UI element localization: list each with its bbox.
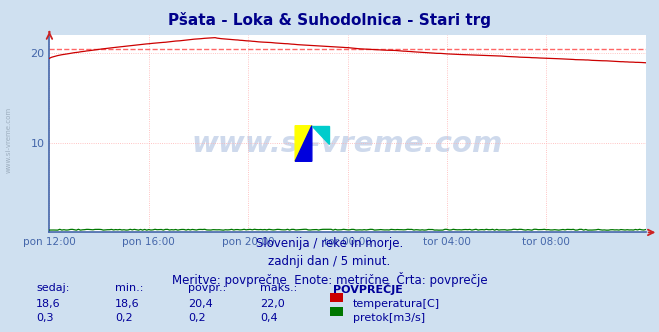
- Polygon shape: [295, 126, 312, 161]
- Text: 20,4: 20,4: [188, 299, 213, 309]
- Text: 22,0: 22,0: [260, 299, 285, 309]
- Text: 0,4: 0,4: [260, 313, 278, 323]
- Polygon shape: [312, 126, 329, 143]
- Text: 0,3: 0,3: [36, 313, 54, 323]
- Text: Pšata - Loka & Suhodolnica - Stari trg: Pšata - Loka & Suhodolnica - Stari trg: [168, 12, 491, 28]
- Text: 18,6: 18,6: [115, 299, 140, 309]
- Text: Slovenija / reke in morje.: Slovenija / reke in morje.: [256, 237, 403, 250]
- Text: www.si-vreme.com: www.si-vreme.com: [5, 106, 12, 173]
- Polygon shape: [295, 126, 312, 161]
- Text: www.si-vreme.com: www.si-vreme.com: [192, 129, 503, 157]
- Text: 18,6: 18,6: [36, 299, 61, 309]
- Text: POVPREČJE: POVPREČJE: [333, 283, 403, 295]
- Text: povpr.:: povpr.:: [188, 283, 226, 293]
- Text: temperatura[C]: temperatura[C]: [353, 299, 440, 309]
- Text: min.:: min.:: [115, 283, 144, 293]
- Text: maks.:: maks.:: [260, 283, 298, 293]
- Text: zadnji dan / 5 minut.: zadnji dan / 5 minut.: [268, 255, 391, 268]
- Text: pretok[m3/s]: pretok[m3/s]: [353, 313, 424, 323]
- Text: sedaj:: sedaj:: [36, 283, 70, 293]
- Text: 0,2: 0,2: [188, 313, 206, 323]
- Text: 0,2: 0,2: [115, 313, 133, 323]
- Text: Meritve: povprečne  Enote: metrične  Črta: povprečje: Meritve: povprečne Enote: metrične Črta:…: [172, 272, 487, 287]
